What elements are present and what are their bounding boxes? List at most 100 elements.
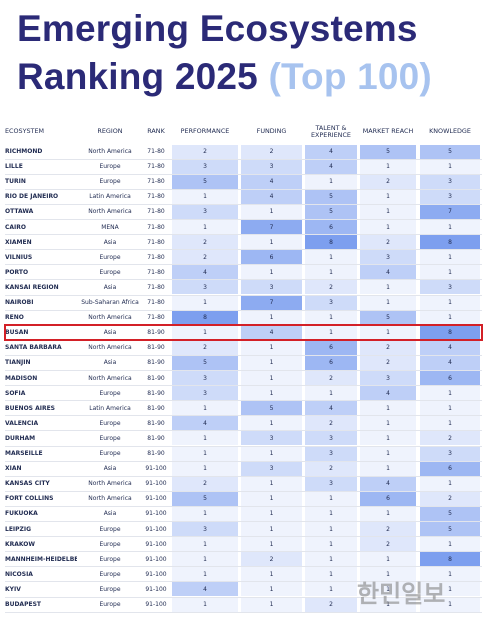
score-cell: 4	[172, 582, 238, 597]
text-cell: Europe	[99, 585, 121, 593]
row-divider	[5, 596, 482, 598]
score-cell: 1	[360, 446, 416, 461]
score-cell: 1	[241, 310, 302, 325]
text-cell: Europe	[99, 601, 121, 609]
score-cell: 2	[241, 552, 302, 567]
score-cell: 8	[420, 235, 480, 250]
text-cell: Asia	[103, 329, 117, 337]
text-cell: Europe	[99, 419, 121, 427]
score-cell: 5	[420, 144, 480, 159]
text-cell: Europe	[99, 178, 121, 186]
score-cell: 1	[241, 416, 302, 431]
score-cell: 1	[305, 522, 357, 537]
row-divider	[5, 536, 482, 538]
text-cell: KANSAS CITY	[5, 480, 50, 488]
score-cell: 2	[305, 416, 357, 431]
score-cell: 3	[241, 280, 302, 295]
score-cell: 1	[420, 220, 480, 235]
text-cell: SANTA BARBARA	[5, 344, 62, 352]
score-cell: 8	[420, 552, 480, 567]
score-cell: 2	[360, 522, 416, 537]
score-cell: 3	[172, 159, 238, 174]
text-cell: 71-80	[147, 193, 165, 201]
text-cell: RICHMOND	[5, 148, 43, 156]
text-cell: 71-80	[147, 314, 165, 322]
text-cell: Asia	[103, 510, 117, 518]
watermark: 한민일보	[357, 580, 446, 608]
score-cell: 5	[360, 310, 416, 325]
score-cell: 1	[241, 371, 302, 386]
score-cell: 7	[420, 204, 480, 219]
text-cell: Europe	[99, 389, 121, 397]
row-highlight	[4, 324, 483, 342]
text-cell: 81-90	[147, 404, 165, 412]
score-cell: 2	[360, 174, 416, 189]
score-cell: 1	[420, 265, 480, 280]
text-cell: Asia	[103, 359, 117, 367]
text-cell: Sub-Saharan Africa	[81, 299, 139, 307]
text-cell: 71-80	[147, 223, 165, 231]
text-cell: Europe	[99, 450, 121, 458]
score-cell: 1	[172, 552, 238, 567]
score-cell: 1	[420, 537, 480, 552]
score-cell: 6	[305, 340, 357, 355]
score-cell: 1	[360, 280, 416, 295]
score-cell: 1	[241, 235, 302, 250]
score-cell: 4	[420, 355, 480, 370]
score-cell: 1	[360, 401, 416, 416]
text-cell: Europe	[99, 540, 121, 548]
score-cell: 1	[305, 250, 357, 265]
score-cell: 4	[241, 325, 302, 340]
score-cell: 4	[241, 189, 302, 204]
text-cell: 91-100	[145, 465, 167, 473]
title-text: Ranking 2025	[17, 56, 258, 97]
text-cell: RENO	[5, 314, 24, 322]
column-header: FUNDING	[256, 127, 287, 136]
score-cell: 1	[305, 265, 357, 280]
score-cell: 1	[241, 204, 302, 219]
score-cell: 3	[360, 371, 416, 386]
score-cell: 1	[172, 220, 238, 235]
score-cell: 6	[305, 355, 357, 370]
score-cell: 1	[305, 552, 357, 567]
row-divider	[5, 249, 482, 251]
text-cell: BUSAN	[5, 329, 29, 337]
score-cell: 2	[420, 491, 480, 506]
score-cell: 1	[172, 446, 238, 461]
score-cell: 1	[360, 204, 416, 219]
score-cell: 5	[420, 522, 480, 537]
row-divider	[5, 445, 482, 447]
text-cell: SOFIA	[5, 389, 26, 397]
score-cell: 1	[360, 506, 416, 521]
text-cell: 81-90	[147, 419, 165, 427]
row-divider	[5, 219, 482, 220]
text-cell: KRAKOW	[5, 540, 36, 548]
score-cell: 2	[360, 355, 416, 370]
score-cell: 1	[241, 476, 302, 491]
text-cell: North America	[88, 480, 132, 488]
score-cell: 1	[172, 189, 238, 204]
score-cell: 4	[172, 416, 238, 431]
row-divider	[5, 611, 482, 613]
text-cell: Europe	[99, 525, 121, 533]
text-cell: PORTO	[5, 268, 29, 276]
row-divider	[5, 370, 482, 371]
score-cell: 3	[420, 189, 480, 204]
text-cell: MARSEILLE	[5, 450, 43, 458]
text-cell: 91-100	[145, 601, 167, 609]
score-cell: 2	[172, 235, 238, 250]
text-cell: 81-90	[147, 450, 165, 458]
score-cell: 3	[172, 204, 238, 219]
row-divider	[5, 279, 482, 281]
text-cell: RIO DE JANEIRO	[5, 193, 59, 201]
row-divider	[5, 521, 482, 522]
text-cell: XIAN	[5, 465, 22, 473]
text-cell: 91-100	[145, 585, 167, 593]
column-header: ECOSYSTEM	[5, 127, 45, 136]
score-cell: 1	[241, 506, 302, 521]
text-cell: Europe	[99, 253, 121, 261]
row-divider	[5, 551, 482, 553]
text-cell: MANNHEIM-HEIDELBERG	[5, 555, 77, 563]
title-accent: (Top 100)	[268, 56, 432, 97]
text-cell: North America	[88, 314, 132, 322]
